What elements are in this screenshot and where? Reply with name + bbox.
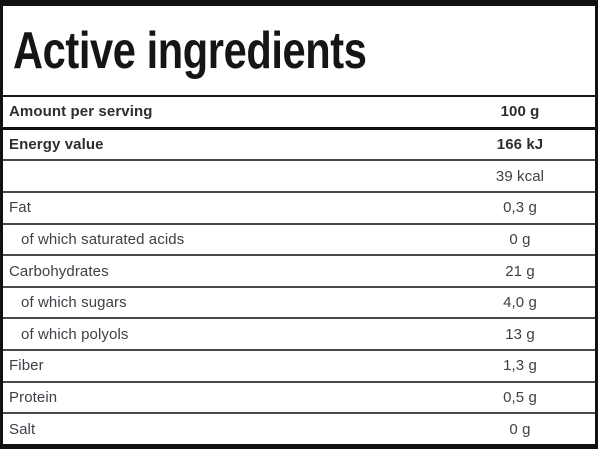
column-header-label: Amount per serving	[9, 103, 153, 121]
table-header-row: Amount per serving 100 g	[3, 97, 595, 130]
column-header-value: 100 g	[500, 103, 540, 121]
row-label: Salt	[9, 420, 36, 438]
row-value: 39 kcal	[495, 167, 545, 185]
table-row-sugars: of which sugars 4,0 g	[3, 288, 595, 320]
table-row-fiber: Fiber 1,3 g	[3, 351, 595, 383]
table-row-salt: Salt 0 g	[3, 414, 595, 444]
page-title: Active ingredients	[13, 21, 367, 80]
row-label: of which saturated acids	[21, 230, 185, 248]
table-row-fat: Fat 0,3 g	[3, 193, 595, 225]
row-value: 0 g	[509, 230, 531, 248]
table-row-protein: Protein 0,5 g	[3, 383, 595, 415]
row-label: Fat	[9, 199, 31, 217]
row-label: of which sugars	[21, 294, 127, 312]
row-value: 0,3 g	[503, 199, 537, 217]
row-value: 1,3 g	[503, 357, 537, 375]
title-section: Active ingredients	[3, 6, 595, 97]
row-label: Energy value	[9, 135, 104, 153]
table-row-carbohydrates: Carbohydrates 21 g	[3, 256, 595, 288]
row-label: Carbohydrates	[9, 262, 109, 280]
row-label: of which polyols	[21, 325, 129, 343]
table-row-saturated-acids: of which saturated acids 0 g	[3, 225, 595, 257]
row-value: 4,0 g	[503, 294, 537, 312]
row-value: 0,5 g	[503, 389, 537, 407]
table-row-energy-kcal: 39 kcal	[3, 161, 595, 193]
row-label: Protein	[9, 389, 58, 407]
row-label: Fiber	[9, 357, 44, 375]
table-row-energy-kj: Energy value 166 kJ	[3, 130, 595, 162]
row-value: 166 kJ	[496, 135, 544, 153]
row-value: 13 g	[505, 325, 535, 343]
nutrition-rows: Amount per serving 100 g Energy value 16…	[3, 97, 595, 444]
row-value: 21 g	[505, 262, 535, 280]
row-value: 0 g	[509, 420, 531, 438]
table-row-polyols: of which polyols 13 g	[3, 319, 595, 352]
